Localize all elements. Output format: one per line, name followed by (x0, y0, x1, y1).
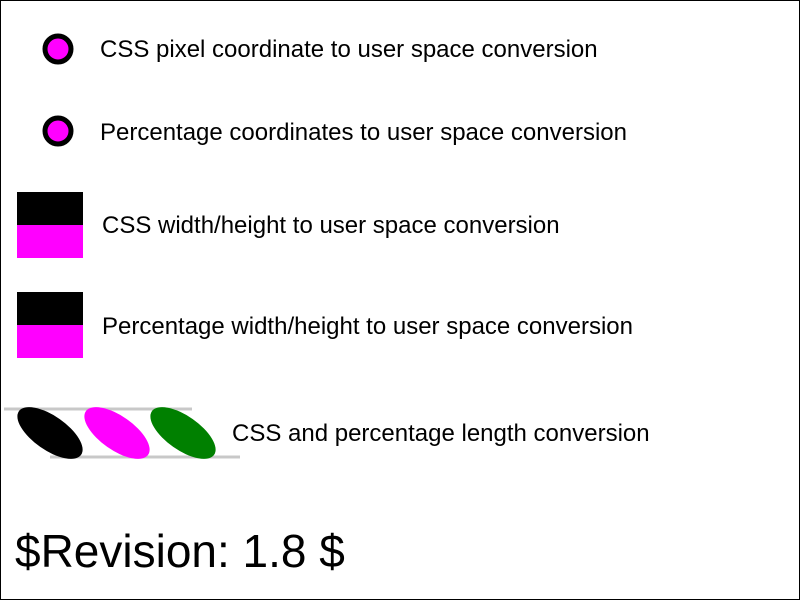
percentage-width-height-label: Percentage width/height to user space co… (102, 313, 633, 340)
css-size-rect-top (17, 192, 83, 225)
percentage-circle-marker (42, 115, 74, 147)
percentage-size-rect-bottom (17, 325, 83, 358)
row-percentage-coordinates: Percentage coordinates to user space con… (42, 115, 627, 147)
revision-text: $Revision: 1.8 $ (15, 525, 345, 577)
row-length-conversion: CSS and percentage length conversion (4, 407, 650, 459)
length-ellipse-magenta (84, 407, 150, 459)
row-css-width-height: CSS width/height to user space conversio… (17, 192, 560, 258)
css-pixel-circle-marker (42, 33, 74, 65)
length-ellipse-green (150, 407, 216, 459)
row-percentage-width-height: Percentage width/height to user space co… (17, 292, 633, 358)
length-ellipse-black (17, 407, 83, 459)
css-pixel-coordinate-label: CSS pixel coordinate to user space conve… (100, 36, 598, 63)
css-size-rect-bottom (17, 225, 83, 258)
percentage-size-rect-top (17, 292, 83, 325)
percentage-coordinates-label: Percentage coordinates to user space con… (100, 119, 627, 146)
css-width-height-label: CSS width/height to user space conversio… (102, 212, 560, 239)
row-css-pixel-coordinate: CSS pixel coordinate to user space conve… (42, 33, 598, 65)
length-conversion-label: CSS and percentage length conversion (232, 420, 650, 447)
